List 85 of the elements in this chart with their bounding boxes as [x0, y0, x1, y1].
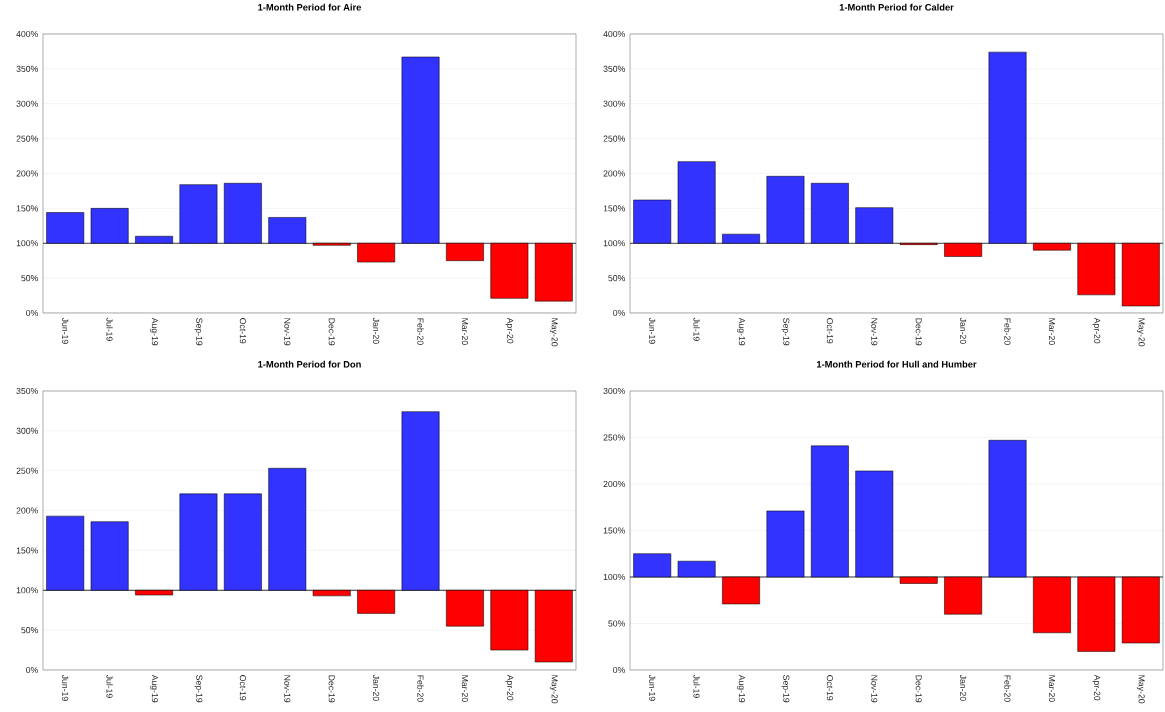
y-tick-label: 200% — [16, 507, 38, 514]
x-tick-label: Oct-19 — [826, 318, 833, 344]
y-tick-label: 400% — [16, 30, 38, 38]
chart-title: 1-Month Period for Hull and Humber — [816, 360, 977, 368]
x-tick-label: Aug-19 — [737, 317, 745, 346]
y-tick-label: 150% — [603, 527, 625, 534]
y-tick-label: 400% — [603, 30, 625, 38]
x-tick-label: Dec-19 — [915, 675, 922, 703]
x-tick-label: Dec-19 — [328, 318, 335, 346]
y-tick-label: 250% — [603, 434, 625, 441]
y-tick-label: 250% — [16, 135, 38, 142]
x-tick-label: Jan-20 — [373, 317, 380, 344]
y-tick-label: 300% — [16, 100, 38, 107]
y-tick-label: 0% — [26, 666, 38, 674]
y-tick-label: 150% — [16, 547, 38, 554]
x-tick-label: Sep-19 — [194, 675, 203, 703]
y-tick-label: 250% — [16, 467, 38, 474]
x-tick-label: Nov-19 — [284, 675, 291, 703]
y-tick-label: 150% — [16, 205, 38, 212]
x-tick-label: Feb-20 — [1004, 318, 1011, 345]
x-tick-label: Jun-19 — [62, 674, 69, 701]
y-tick-label: 300% — [16, 427, 38, 434]
y-tick-label: 350% — [16, 65, 38, 72]
x-tick-label: Oct-19 — [239, 318, 246, 344]
x-tick-label: May-20 — [1136, 675, 1145, 704]
y-tick-label: 50% — [608, 620, 625, 627]
x-tick-label: May-20 — [1136, 318, 1145, 347]
y-tick-label: 350% — [16, 387, 38, 395]
x-tick-label: Jun-19 — [62, 317, 69, 344]
x-tick-label: Apr-20 — [1092, 674, 1101, 701]
x-tick-label: Oct-19 — [239, 675, 246, 701]
y-tick-label: 200% — [603, 170, 625, 177]
y-tick-label: 100% — [603, 573, 625, 581]
x-tick-label: Jan-20 — [960, 674, 967, 701]
y-tick-label: 350% — [603, 65, 625, 72]
x-tick-label: Sep-19 — [781, 675, 790, 703]
y-tick-label: 300% — [603, 100, 625, 107]
x-tick-label: Oct-19 — [826, 675, 833, 701]
chart-title: 1-Month Period for Calder — [839, 3, 954, 11]
x-tick-label: Apr-20 — [505, 674, 514, 701]
x-tick-label: Jul-19 — [106, 674, 113, 698]
x-tick-label: Apr-20 — [1092, 317, 1101, 344]
x-tick-label: Jan-20 — [960, 317, 967, 344]
x-tick-label: Aug-19 — [737, 674, 745, 703]
y-tick-label: 100% — [16, 240, 38, 247]
y-tick-label: 50% — [21, 275, 38, 282]
x-tick-label: Aug-19 — [150, 674, 158, 703]
x-tick-label: Jul-19 — [106, 317, 113, 341]
x-tick-label: Sep-19 — [781, 318, 790, 346]
chart-title: 1-Month Period for Aire — [258, 3, 362, 11]
y-tick-label: 100% — [16, 587, 38, 594]
y-tick-label: 50% — [608, 275, 625, 282]
x-tick-label: Dec-19 — [328, 675, 335, 703]
x-tick-label: Nov-19 — [871, 318, 878, 346]
y-tick-label: 200% — [603, 480, 625, 488]
x-tick-label: Nov-19 — [284, 318, 291, 346]
x-tick-label: Sep-19 — [194, 318, 203, 346]
x-tick-label: Apr-20 — [505, 317, 514, 344]
y-tick-label: 50% — [21, 627, 38, 634]
x-tick-label: Mar-20 — [1048, 675, 1056, 702]
x-tick-label: Dec-19 — [915, 318, 922, 346]
y-tick-label: 150% — [603, 205, 625, 212]
x-tick-label: Jun-19 — [649, 674, 656, 701]
x-tick-label: Aug-19 — [150, 317, 158, 346]
y-tick-label: 200% — [16, 170, 38, 177]
x-tick-label: Mar-20 — [1048, 318, 1056, 345]
x-tick-label: Mar-20 — [461, 675, 469, 702]
x-tick-label: Nov-19 — [871, 675, 878, 703]
y-tick-label: 0% — [26, 309, 38, 317]
x-tick-label: Jan-20 — [373, 674, 380, 701]
x-tick-label: May-20 — [549, 318, 558, 347]
y-tick-label: 0% — [613, 309, 625, 317]
y-tick-label: 300% — [603, 387, 625, 395]
x-tick-label: Jul-19 — [693, 317, 700, 341]
x-tick-label: Feb-20 — [417, 318, 424, 345]
x-tick-label: May-20 — [549, 675, 558, 704]
chart-title: 1-Month Period for Don — [258, 360, 361, 368]
y-tick-label: 250% — [603, 135, 625, 142]
x-tick-label: Feb-20 — [1004, 675, 1011, 702]
y-tick-label: 100% — [603, 240, 625, 247]
y-tick-label: 0% — [613, 666, 625, 674]
x-tick-label: Jun-19 — [649, 317, 656, 344]
x-tick-label: Jul-19 — [693, 674, 700, 698]
x-tick-label: Mar-20 — [461, 318, 469, 345]
x-tick-label: Feb-20 — [417, 675, 424, 702]
